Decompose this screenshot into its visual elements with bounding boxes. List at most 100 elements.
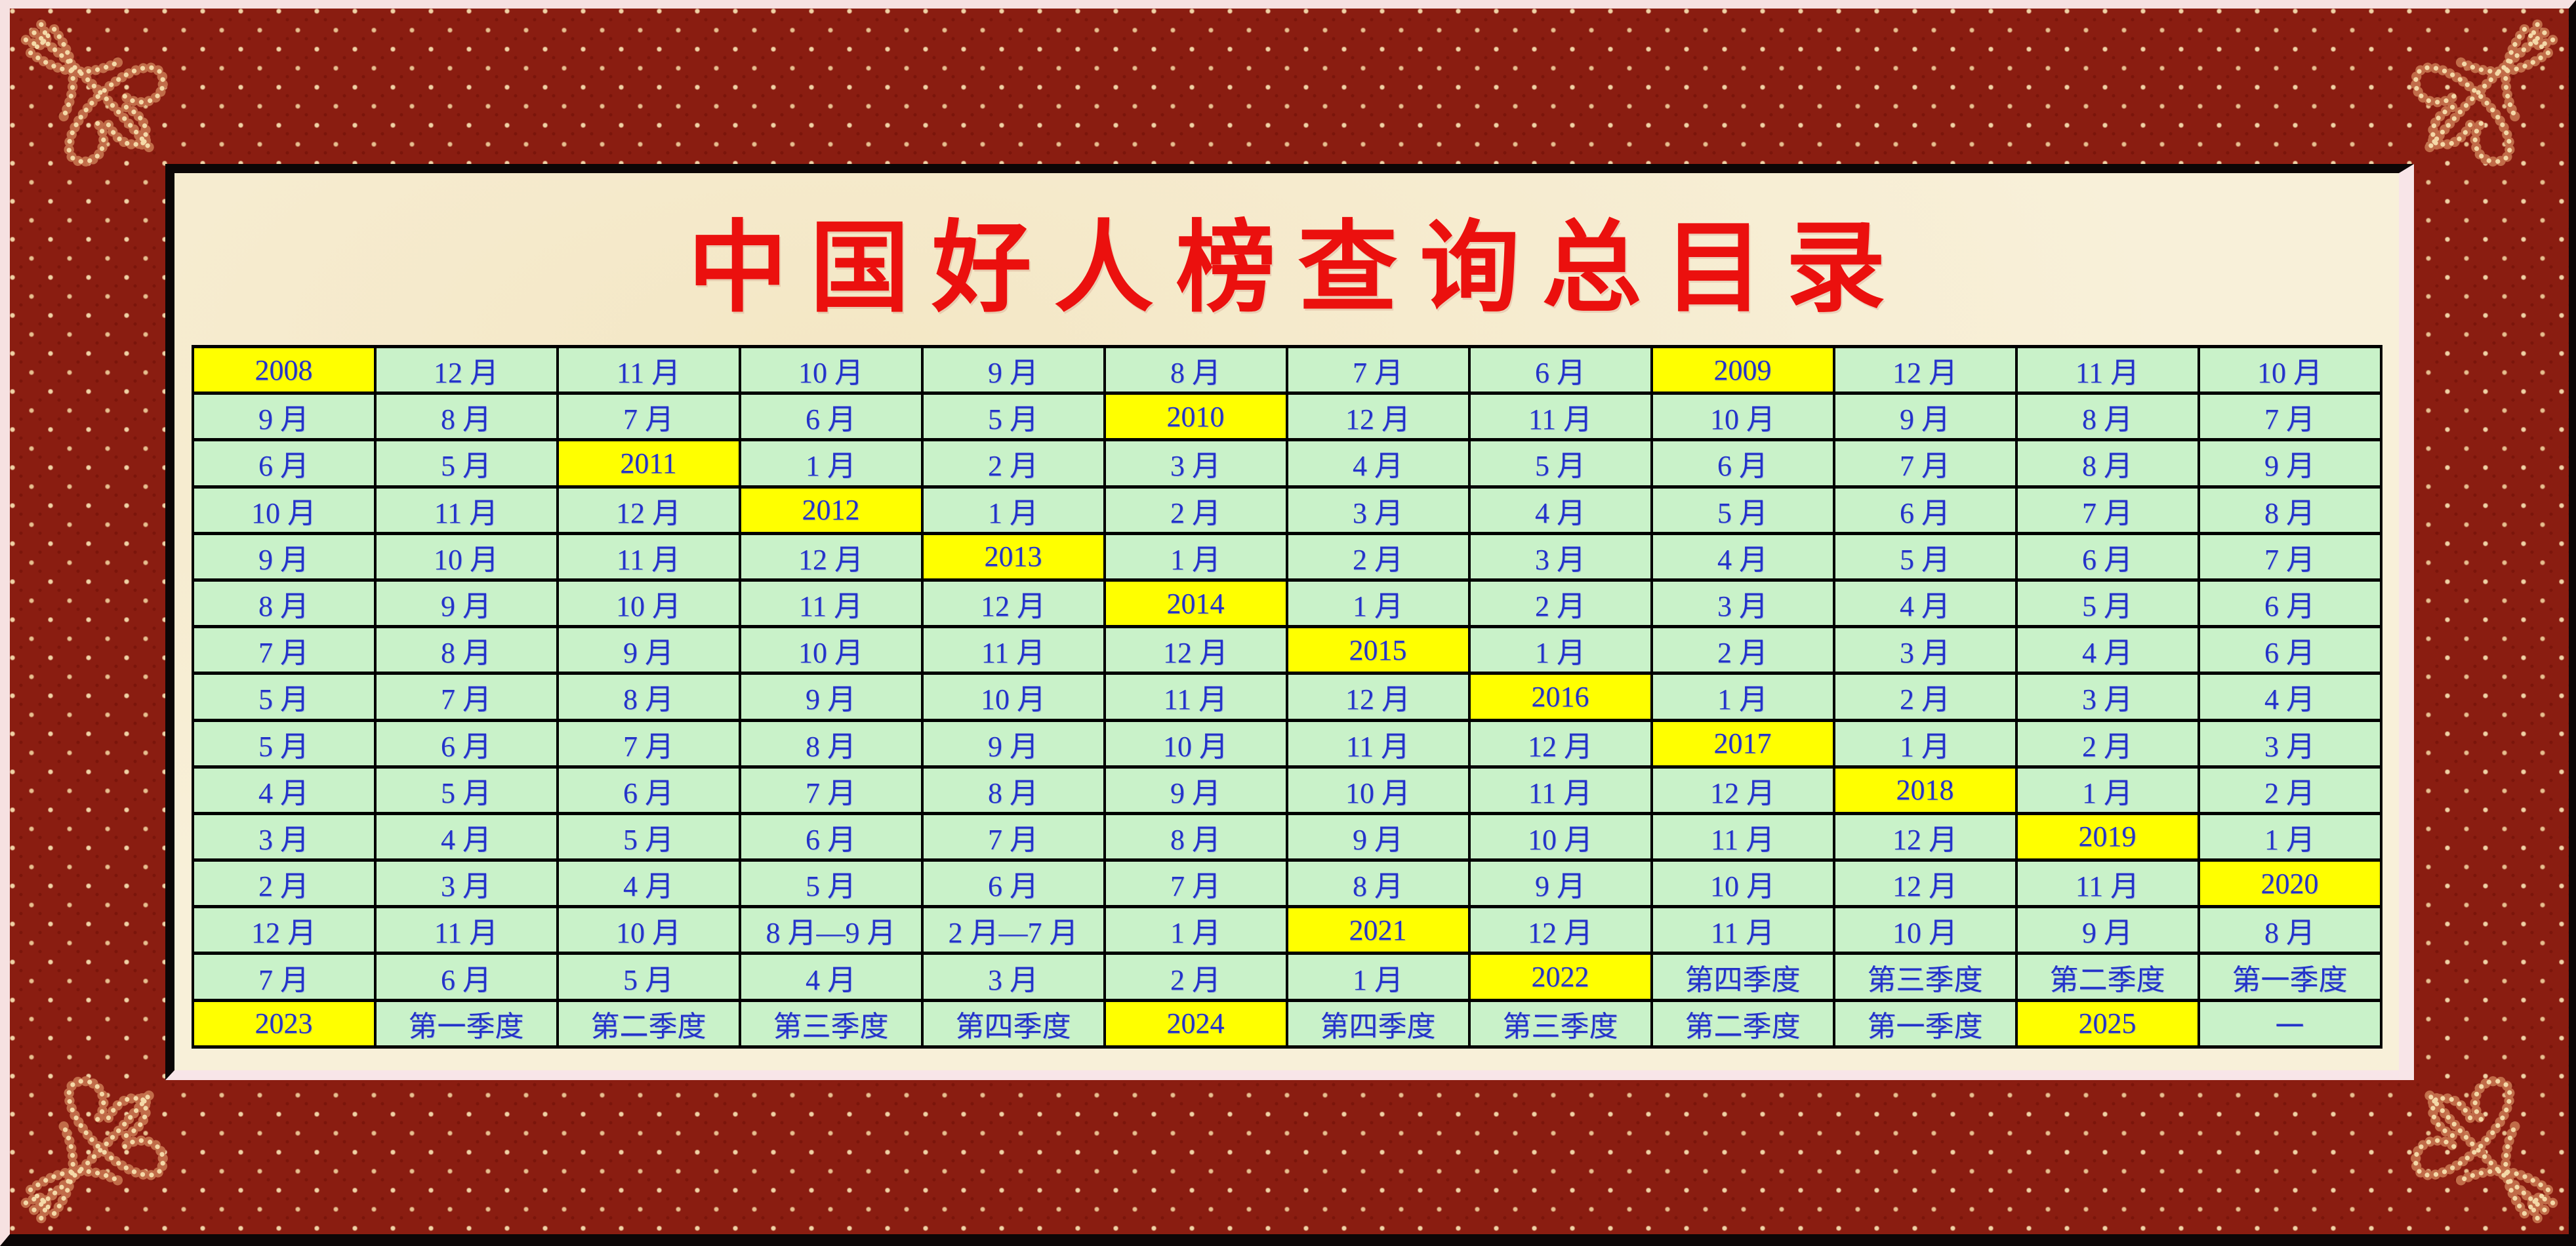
month-cell[interactable]: 4 月 [191,765,377,815]
month-cell[interactable]: 4 月 [1832,578,2018,629]
month-cell[interactable]: 10 月 [2197,344,2382,395]
year-cell[interactable]: 2010 [1103,392,1288,442]
month-cell[interactable]: 7 月 [191,625,377,675]
month-cell[interactable]: 8 月 [1103,811,1288,862]
month-cell[interactable]: 1 月 [920,485,1106,535]
month-cell[interactable]: 7 月 [920,811,1106,862]
month-cell[interactable]: 3 月 [2197,718,2382,769]
month-cell[interactable]: 10 月 [556,905,741,955]
year-cell[interactable]: 2009 [1650,344,1835,395]
year-cell[interactable]: 2008 [191,344,377,395]
month-cell[interactable]: 12 月 [1103,625,1288,675]
quarter-cell[interactable]: 第一季度 [373,998,559,1049]
quarter-cell[interactable]: 第二季度 [556,998,741,1049]
month-cell[interactable]: 9 月 [191,392,377,442]
month-cell[interactable]: 2 月 [920,438,1106,489]
month-cell[interactable]: 10 月 [1650,858,1835,909]
month-cell[interactable]: 8 月 [191,578,377,629]
month-cell[interactable]: 5 月 [373,438,559,489]
quarter-cell[interactable]: 第四季度 [1285,998,1471,1049]
month-cell[interactable]: 12 月 [1285,672,1471,722]
month-cell[interactable]: 10 月 [1103,718,1288,769]
month-cell[interactable]: 5 月 [1832,531,2018,582]
year-cell[interactable]: 2013 [920,531,1106,582]
month-cell[interactable]: 1 月 [1467,625,1653,675]
month-cell[interactable]: 10 月 [1285,765,1471,815]
month-cell[interactable]: 1 月 [1832,718,2018,769]
month-cell[interactable]: 3 月 [1103,438,1288,489]
month-cell[interactable]: 8 月 [373,392,559,442]
month-cell[interactable]: 11 月 [1650,811,1835,862]
month-cell[interactable]: 11 月 [1285,718,1471,769]
year-cell[interactable]: 2012 [738,485,924,535]
month-cell[interactable]: 7 月 [1285,344,1471,395]
month-cell[interactable]: 11 月 [738,578,924,629]
month-cell[interactable]: 10 月 [1467,811,1653,862]
month-cell[interactable]: 9 月 [1467,858,1653,909]
month-cell[interactable]: 12 月 [738,531,924,582]
month-cell[interactable]: 9 月 [2014,905,2200,955]
month-cell[interactable]: 2 月 [1467,578,1653,629]
month-cell[interactable]: 2 月 [1285,531,1471,582]
month-cell[interactable]: 1 月 [1285,952,1471,1002]
month-cell[interactable]: 2 月 [1650,625,1835,675]
month-cell[interactable]: 4 月 [1650,531,1835,582]
month-cell[interactable]: 2 月 [1103,485,1288,535]
month-cell[interactable]: 4 月 [2197,672,2382,722]
quarter-cell[interactable]: 第三季度 [1832,952,2018,1002]
month-cell[interactable]: 7 月 [191,952,377,1002]
month-cell[interactable]: 5 月 [191,718,377,769]
month-cell[interactable]: 10 月 [556,578,741,629]
year-cell[interactable]: 2022 [1467,952,1653,1002]
month-cell[interactable]: 11 月 [556,531,741,582]
month-cell[interactable]: 1 月 [738,438,924,489]
month-cell[interactable]: 4 月 [1467,485,1653,535]
month-cell[interactable]: 11 月 [1467,765,1653,815]
month-cell[interactable]: 5 月 [2014,578,2200,629]
month-cell[interactable]: 8 月 [2014,392,2200,442]
year-cell[interactable]: 2019 [2014,811,2200,862]
year-cell[interactable]: 2024 [1103,998,1288,1049]
month-cell[interactable]: 8 月 [1285,858,1471,909]
month-cell[interactable]: 10 月 [738,344,924,395]
month-cell[interactable]: 12 月 [1285,392,1471,442]
month-cell[interactable]: 2 月—7 月 [920,905,1106,955]
month-cell[interactable]: 3 月 [1285,485,1471,535]
month-cell[interactable]: 2 月 [191,858,377,909]
month-cell[interactable]: 12 月 [556,485,741,535]
month-cell[interactable]: 5 月 [191,672,377,722]
month-cell[interactable]: 5 月 [920,392,1106,442]
month-cell[interactable]: 7 月 [556,392,741,442]
month-cell[interactable]: 11 月 [1650,905,1835,955]
month-cell[interactable]: 6 月 [1650,438,1835,489]
month-cell[interactable]: 7 月 [2197,392,2382,442]
month-cell[interactable]: 9 月 [2197,438,2382,489]
month-cell[interactable]: 6 月 [1467,344,1653,395]
month-cell[interactable]: 2 月 [1832,672,2018,722]
month-cell[interactable]: 8 月 [373,625,559,675]
month-cell[interactable]: 12 月 [1832,344,2018,395]
month-cell[interactable]: 7 月 [738,765,924,815]
month-cell[interactable]: 1 月 [1103,531,1288,582]
month-cell[interactable]: 3 月 [373,858,559,909]
month-cell[interactable]: 12 月 [1650,765,1835,815]
month-cell[interactable]: 9 月 [920,344,1106,395]
month-cell[interactable]: 12 月 [1467,718,1653,769]
month-cell[interactable]: 3 月 [2014,672,2200,722]
month-cell[interactable]: 8 月 [1103,344,1288,395]
month-cell[interactable]: 12 月 [373,344,559,395]
month-cell[interactable]: 6 月 [1832,485,2018,535]
year-cell[interactable]: 2025 [2014,998,2200,1049]
year-cell[interactable]: 2021 [1285,905,1471,955]
month-cell[interactable]: 9 月 [1832,392,2018,442]
month-cell[interactable]: 6 月 [373,718,559,769]
month-cell[interactable]: 8 月 [920,765,1106,815]
month-cell[interactable]: 6 月 [373,952,559,1002]
month-cell[interactable]: 6 月 [2197,625,2382,675]
quarter-cell[interactable]: 第四季度 [920,998,1106,1049]
month-cell[interactable]: 11 月 [373,485,559,535]
month-cell[interactable]: 7 月 [556,718,741,769]
quarter-cell[interactable]: 第一季度 [1832,998,2018,1049]
dash-cell[interactable]: 一 [2197,998,2382,1049]
month-cell[interactable]: 9 月 [920,718,1106,769]
